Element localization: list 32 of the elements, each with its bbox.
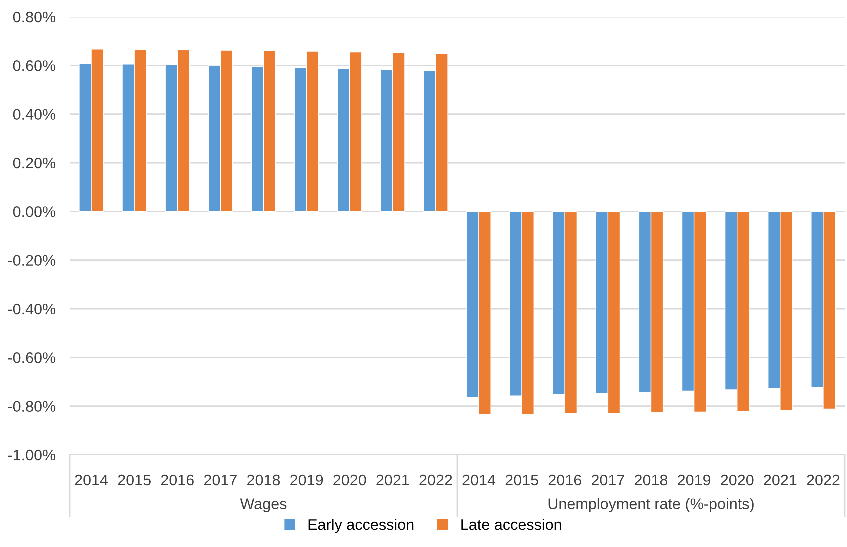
y-tick-label: -0.40%: [8, 304, 56, 315]
x-tick-label: 2022: [807, 474, 840, 486]
x-tick-label: 2017: [204, 474, 237, 486]
x-tick-label: 2021: [764, 474, 797, 486]
legend-label: Late accession: [462, 519, 562, 530]
x-tick-label: 2018: [635, 474, 668, 486]
x-tick-label: 2016: [161, 474, 194, 486]
y-tick-label: -0.20%: [8, 255, 56, 266]
y-tick-label: -0.80%: [8, 401, 56, 412]
x-tick-label: 2020: [334, 474, 366, 486]
x-tick-label: 2016: [548, 474, 582, 486]
x-tick-label: 2019: [678, 474, 711, 486]
x-tick-label: 2022: [420, 474, 452, 486]
x-tick-label: 2020: [721, 474, 754, 486]
x-tick-label: 2018: [248, 474, 280, 486]
text: Unemployment rate (%-points): [548, 498, 754, 512]
x-tick-label: 2014: [75, 474, 108, 486]
x-tick-label: 2017: [592, 474, 624, 486]
y-tick-label: 0.40%: [13, 109, 56, 120]
y-tick-label: 0.80%: [13, 12, 56, 23]
y-tick-label: 0.00%: [13, 206, 56, 218]
y-tick-label: -0.60%: [8, 352, 56, 364]
y-tick-label: -1.00%: [8, 450, 56, 461]
text: Wages: [240, 498, 287, 512]
x-tick-label: 2015: [118, 474, 151, 486]
x-tick-label: 2019: [290, 474, 324, 486]
y-tick-label: 0.20%: [13, 158, 56, 169]
x-tick-label: 2021: [376, 474, 410, 486]
x-tick-label: 2015: [506, 474, 538, 486]
x-tick-label: 2014: [462, 474, 496, 486]
y-tick-label: 0.60%: [13, 60, 56, 72]
legend-label: Early accession: [308, 519, 414, 534]
